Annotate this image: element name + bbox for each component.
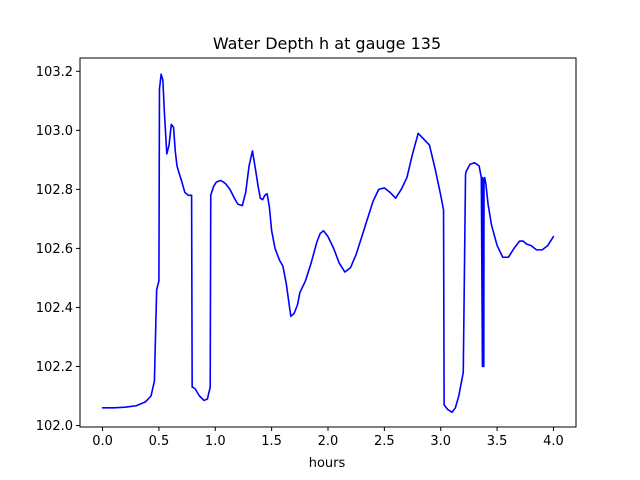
x-tick-label: 0.0: [92, 434, 113, 449]
y-tick-label: 102.6: [36, 242, 73, 257]
y-tick-label: 102.2: [36, 360, 73, 375]
y-tick-label: 102.0: [36, 419, 73, 434]
x-tick-label: 2.0: [318, 434, 339, 449]
y-tick-label: 102.8: [36, 183, 73, 198]
x-axis-label: hours: [309, 456, 346, 471]
x-tick-label: 4.0: [543, 434, 564, 449]
x-tick-label: 1.0: [205, 434, 226, 449]
x-tick-label: 3.0: [430, 434, 451, 449]
y-tick-label: 103.2: [36, 65, 73, 80]
x-tick-label: 0.5: [149, 434, 170, 449]
x-tick-label: 3.5: [487, 434, 508, 449]
y-tick-label: 103.0: [36, 124, 73, 139]
y-axis: 102.0 102.2 102.4 102.6 102.8 103.0 103.2: [36, 65, 80, 434]
series-line-0: [101, 73, 555, 414]
x-tick-label: 2.5: [374, 434, 395, 449]
x-axis: 0.0 0.5 1.0 1.5 2.0 2.5 3.0 3.5 4.0: [92, 427, 564, 449]
chart-title: Water Depth h at gauge 135: [213, 34, 441, 53]
x-tick-label: 1.5: [261, 434, 282, 449]
y-tick-label: 102.4: [36, 301, 73, 316]
